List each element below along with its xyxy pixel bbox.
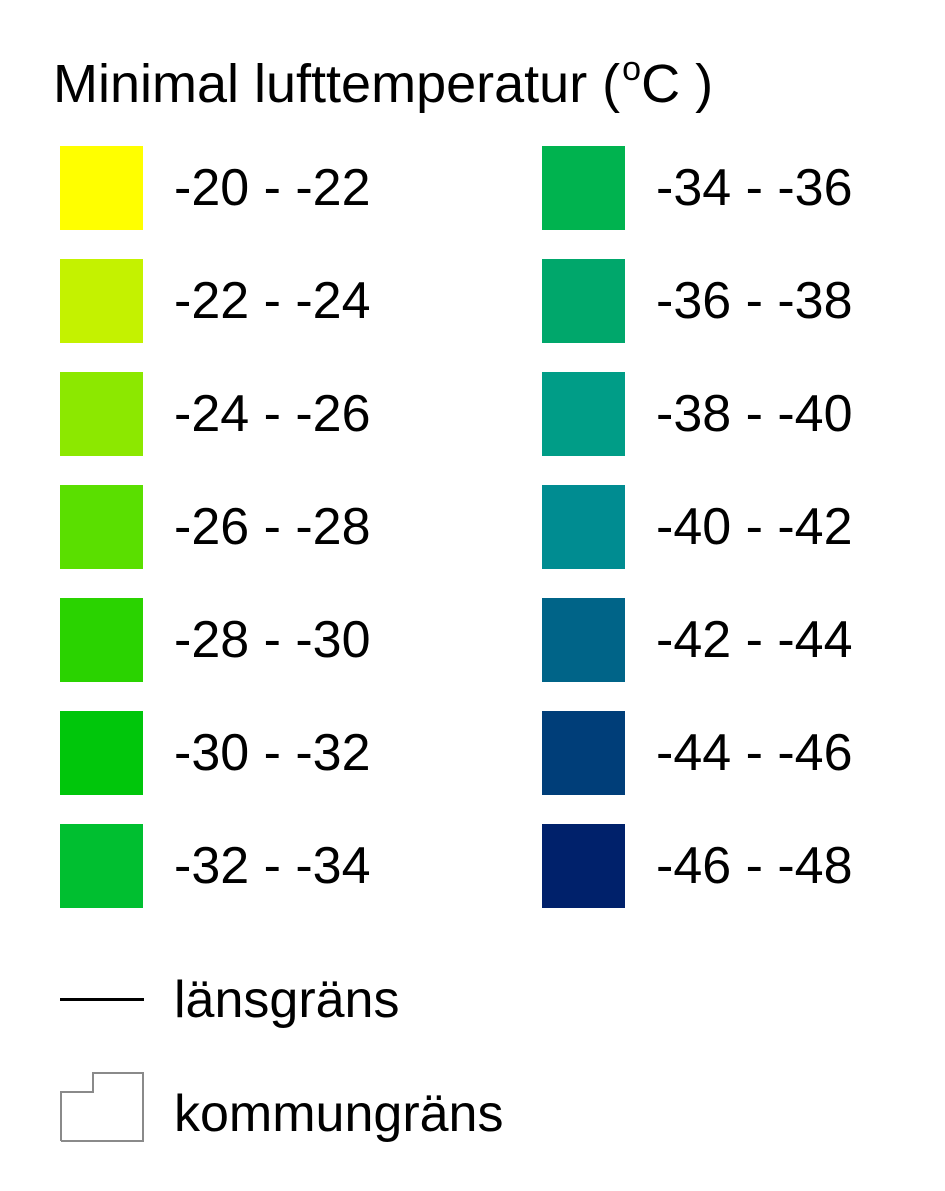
legend-item: -34 - -36 bbox=[542, 146, 942, 230]
legend-item-label: -38 - -40 bbox=[656, 385, 853, 443]
color-swatch bbox=[542, 598, 625, 682]
legend-item: -44 - -46 bbox=[542, 711, 942, 795]
legend-item-label: -46 - -48 bbox=[656, 837, 853, 895]
legend-item-county-boundary: länsgräns bbox=[60, 958, 660, 1042]
color-swatch bbox=[542, 372, 625, 456]
legend-item: -32 - -34 bbox=[60, 824, 460, 908]
county-boundary-label: länsgräns bbox=[174, 971, 400, 1029]
color-swatch bbox=[60, 598, 143, 682]
legend-item: -30 - -32 bbox=[60, 711, 460, 795]
color-swatch bbox=[542, 259, 625, 343]
color-swatch bbox=[542, 824, 625, 908]
legend-item-label: -34 - -36 bbox=[656, 159, 853, 217]
legend-item: -28 - -30 bbox=[60, 598, 460, 682]
color-swatch bbox=[542, 485, 625, 569]
legend-title-text: Minimal lufttemperatur ( bbox=[53, 54, 621, 114]
legend-item: -46 - -48 bbox=[542, 824, 942, 908]
color-swatch bbox=[60, 146, 143, 230]
municipality-boundary-polygon-icon bbox=[60, 1072, 144, 1142]
color-swatch bbox=[542, 711, 625, 795]
color-swatch bbox=[60, 711, 143, 795]
legend-item-label: -32 - -34 bbox=[174, 837, 371, 895]
legend-item-label: -28 - -30 bbox=[174, 611, 371, 669]
legend-item-label: -40 - -42 bbox=[656, 498, 853, 556]
color-swatch bbox=[60, 372, 143, 456]
legend-item: -36 - -38 bbox=[542, 259, 942, 343]
color-swatch bbox=[60, 485, 143, 569]
legend-item-label: -42 - -44 bbox=[656, 611, 853, 669]
legend-item: -24 - -26 bbox=[60, 372, 460, 456]
municipality-boundary-label: kommungräns bbox=[174, 1085, 504, 1143]
legend-item-label: -44 - -46 bbox=[656, 724, 853, 782]
legend-item-label: -26 - -28 bbox=[174, 498, 371, 556]
legend-item: -38 - -40 bbox=[542, 372, 942, 456]
legend-item-label: -22 - -24 bbox=[174, 272, 371, 330]
legend-item: -22 - -24 bbox=[60, 259, 460, 343]
legend-title-unit: C ) bbox=[641, 54, 714, 114]
legend-item: -20 - -22 bbox=[60, 146, 460, 230]
degree-symbol: o bbox=[622, 50, 642, 88]
legend-item: -42 - -44 bbox=[542, 598, 942, 682]
color-swatch bbox=[60, 259, 143, 343]
color-swatch bbox=[60, 824, 143, 908]
legend-item: -26 - -28 bbox=[60, 485, 460, 569]
county-boundary-line-icon bbox=[60, 998, 144, 1001]
legend-item-label: -30 - -32 bbox=[174, 724, 371, 782]
legend-item: -40 - -42 bbox=[542, 485, 942, 569]
color-swatch bbox=[542, 146, 625, 230]
legend-item-label: -24 - -26 bbox=[174, 385, 371, 443]
legend-title: Minimal lufttemperatur (oC ) bbox=[53, 50, 714, 123]
legend-item-label: -36 - -38 bbox=[656, 272, 853, 330]
legend-item-label: -20 - -22 bbox=[174, 159, 371, 217]
legend-item-municipality-boundary: kommungräns bbox=[60, 1072, 660, 1156]
